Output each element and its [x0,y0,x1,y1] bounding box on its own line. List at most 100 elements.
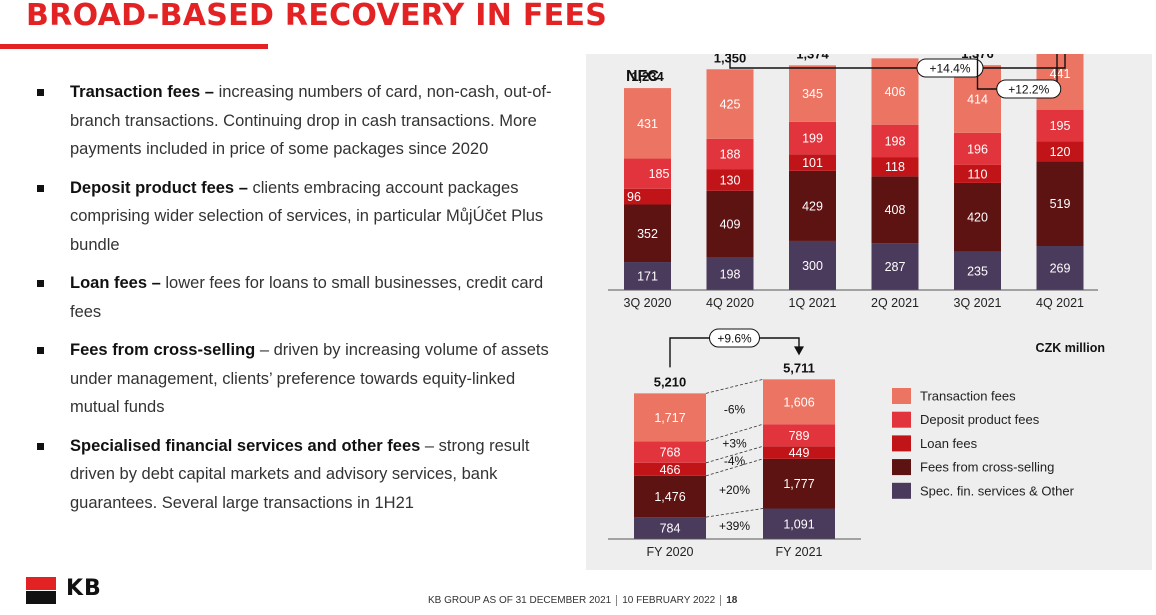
bar-value-label: 300 [802,259,823,273]
bar-value-label: 287 [885,260,906,274]
bar-value-label: 171 [637,270,658,284]
bar-value-label: 441 [1050,67,1071,81]
bar-value-label: 409 [720,218,741,232]
bullet-text: increasing numbers of card, non-cash, ou… [70,83,552,158]
bar-value-label: 188 [720,148,741,162]
bar-fees-from-cross-selling [634,475,706,518]
chart-title: NFC [626,68,659,85]
bullet-deposit-product-fees: Deposit product fees – clients embracing… [30,174,565,260]
chart-panel: NFC 171 352 96 185 431 1,234 3Q 2020 198 409 130 18… [586,54,1152,570]
bar-value-label: 1,717 [654,411,685,425]
bar-deposit-product-fees [706,138,754,170]
bar-value-label: 345 [802,87,823,101]
growth-label-bubble [996,79,1062,99]
bullet-list: Transaction fees – increasing numbers of… [30,78,565,527]
x-tick-label: FY 2021 [775,545,822,559]
bar-value-label: 352 [637,227,658,241]
bar-fees-from-cross-selling [871,176,919,244]
legend-swatch [892,459,911,476]
bullet-lead: Specialised financial services and other… [70,436,421,455]
bar-value-label: 519 [1050,197,1071,211]
bar-value-label: 101 [802,156,823,170]
legend-label: Fees from cross-selling [920,460,1054,475]
change-label: +20% [719,483,750,497]
bar-transaction-fees [706,69,754,139]
bullet-text: clients embracing account packages compr… [70,178,544,254]
bar-value-label: 408 [885,203,906,217]
bullet-marker [37,280,44,287]
bar-value-label: 789 [789,429,810,443]
bar-loan-fees [789,154,836,171]
bar-fees-from-cross-selling [954,182,1001,252]
legend-swatch [892,435,911,452]
bar-loan-fees [763,446,835,459]
bar-deposit-product-fees [954,132,1001,165]
x-tick-label: 1Q 2021 [789,296,837,310]
bullet-lead: Loan fees – [70,274,161,292]
growth-label: +14.4% [929,62,970,76]
bullet-loan-fees: Loan fees – lower fees for loans to smal… [30,269,565,326]
bar-spec-fin-services-other [624,262,671,290]
change-label: -6% [724,403,746,417]
bar-value-label: 1,476 [654,490,685,504]
legend-label: Deposit product fees [920,412,1040,427]
bar-value-label: 195 [1050,119,1071,133]
arrow-down-icon [794,346,804,356]
bar-transaction-fees [624,88,671,159]
growth-label-bubble [916,58,984,78]
bar-deposit-product-fees [1036,109,1084,142]
bar-value-label: 110 [968,167,988,181]
growth-label: +12.2% [1008,83,1049,97]
change-label: -4% [724,454,746,468]
bar-value-label: 466 [660,463,681,477]
change-label: +3% [722,437,747,451]
bar-transaction-fees [634,393,706,442]
bullet-cross-selling: Fees from cross-selling – driven by incr… [30,336,565,422]
change-label: +39% [719,519,750,533]
bar-value-label: 425 [720,98,741,112]
bar-total-label: 5,711 [783,360,815,375]
bar-value-label: 118 [885,160,905,174]
bar-loan-fees [706,169,754,191]
bar-value-label: 96 [627,190,641,204]
page-number: 18 [726,595,738,607]
bar-spec-fin-services-other [1036,246,1084,290]
dashed-connector [705,508,764,518]
bar-loan-fees [871,157,919,177]
bar-fees-from-cross-selling [789,170,836,241]
bar-transaction-fees [871,58,919,125]
bar-deposit-product-fees [871,124,919,158]
bullet-marker [37,184,44,192]
bar-deposit-product-fees [789,121,836,155]
bar-transaction-fees [789,65,836,122]
bar-value-label: 198 [720,267,741,281]
x-tick-label: FY 2020 [646,545,693,559]
bullet-marker [37,347,44,354]
title-underline [0,44,268,49]
bar-value-label: 429 [802,199,823,213]
bullet-text: lower fees for loans to small businesses… [70,274,544,321]
footer-date: 10 FEBRUARY 2022 [622,595,716,607]
bar-value-label: 1,606 [783,395,814,409]
bar-value-label: 120 [1050,145,1071,159]
bar-deposit-product-fees [624,158,671,189]
bullet-text: – driven by increasing volume of assets … [70,341,549,416]
bar-deposit-product-fees [634,441,706,463]
bar-loan-fees [624,188,671,205]
bar-spec-fin-services-other [954,251,1001,290]
bar-loan-fees [954,164,1001,183]
unit-label: CZK million [1036,341,1105,355]
bar-value-label: 185 [649,167,670,181]
dashed-connector [705,378,764,394]
bar-loan-fees [634,462,706,476]
logo-text: KB [66,576,102,601]
legend-label: Spec. fin. services & Other [920,483,1075,498]
bar-value-label: 414 [967,93,988,107]
bar-deposit-product-fees [763,424,835,447]
bar-spec-fin-services-other [871,243,919,290]
bar-spec-fin-services-other [763,508,835,539]
bar-value-label: 196 [967,142,988,156]
bar-value-label: 768 [660,446,681,460]
bar-value-label: 1,777 [783,477,814,491]
bar-value-label: 130 [720,174,741,188]
